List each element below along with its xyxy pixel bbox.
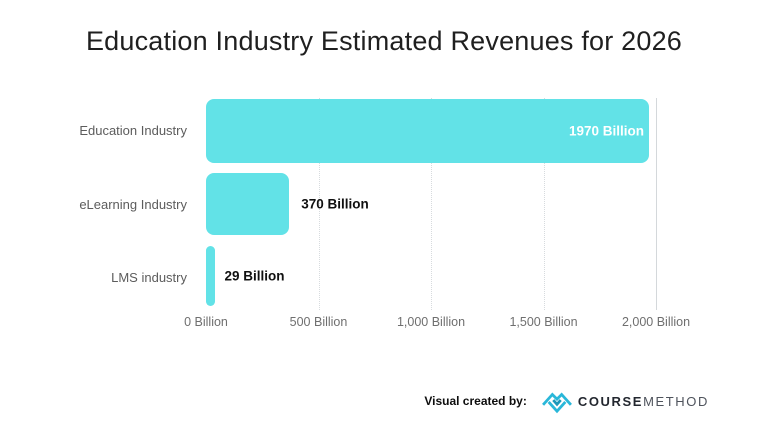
zigzag-diamond-icon xyxy=(541,388,572,414)
gridline-1000 xyxy=(431,98,432,310)
category-axis: Education Industry eLearning Industry LM… xyxy=(0,98,196,308)
x-tick-0: 0 Billion xyxy=(184,315,228,329)
category-label-education-industry: Education Industry xyxy=(79,122,187,138)
x-tick-2000: 2,000 Billion xyxy=(621,315,691,329)
category-label-elearning-industry: eLearning Industry xyxy=(79,196,187,212)
x-tick-1000: 1,000 Billion xyxy=(396,315,466,329)
credit-label: Visual created by: xyxy=(424,394,527,408)
brand-wordmark: COURSEMETHOD xyxy=(578,394,709,409)
category-label-lms-industry: LMS industry xyxy=(111,269,187,285)
coursemethod-logo: COURSEMETHOD xyxy=(541,388,709,414)
bar-row-lms-industry: 29 Billion xyxy=(206,246,656,306)
page-title: Education Industry Estimated Revenues fo… xyxy=(85,26,683,56)
gridline-2000 xyxy=(656,98,657,310)
value-label-elearning-industry: 370 Billion xyxy=(301,196,369,212)
value-label-education-industry: 1970 Billion xyxy=(568,123,644,139)
bar-row-elearning-industry: 370 Billion xyxy=(206,173,656,235)
bar-education-industry xyxy=(206,99,650,163)
x-tick-1500: 1,500 Billion xyxy=(509,315,578,329)
bar-row-education-industry: 1970 Billion xyxy=(206,99,656,163)
bar-chart-plot-area: 1970 Billion 370 Billion 29 Billion xyxy=(206,98,657,310)
brand-wordmark-course: COURSE xyxy=(577,393,644,409)
x-tick-500: 500 Billion xyxy=(289,315,348,329)
bar-lms-industry xyxy=(206,246,215,306)
brand-wordmark-method: METHOD xyxy=(643,393,709,409)
value-label-lms-industry: 29 Billion xyxy=(224,268,285,284)
gridline-1500 xyxy=(543,98,545,310)
attribution-footer: Visual created by: COURSEMETHOD xyxy=(424,387,709,415)
gridline-500 xyxy=(318,98,320,310)
x-axis: 0 Billion 500 Billion 1,000 Billion 1,50… xyxy=(184,315,690,333)
bar-elearning-industry xyxy=(206,173,290,235)
